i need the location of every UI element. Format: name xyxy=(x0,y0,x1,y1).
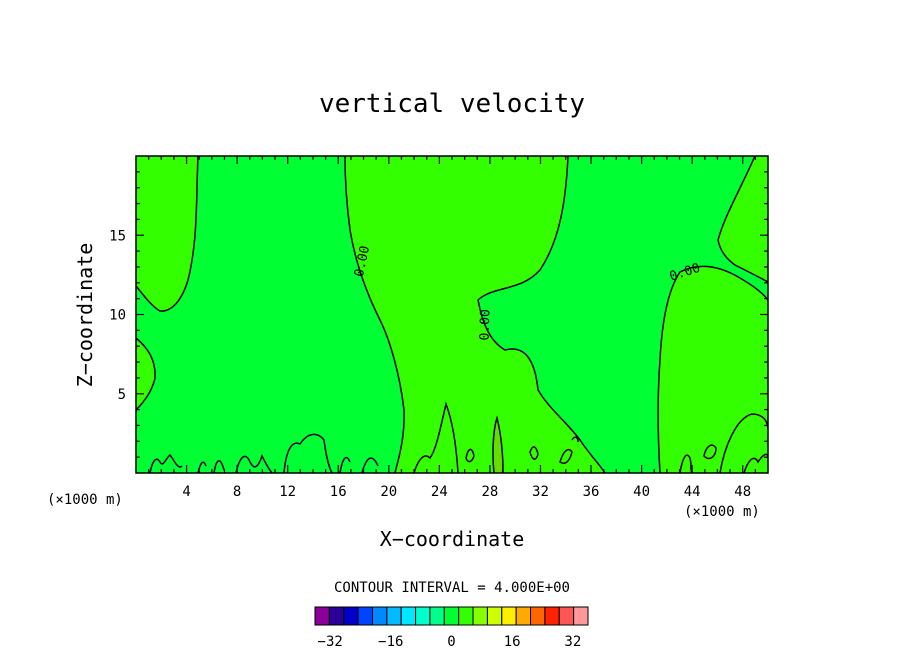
contour-line xyxy=(559,448,573,464)
y-axis-label: Z−coordinate xyxy=(73,243,97,388)
colorbar-swatch xyxy=(544,606,560,626)
contour-line xyxy=(492,415,504,473)
colorbar-tick-label: −16 xyxy=(378,634,403,650)
colorbar-swatch xyxy=(371,606,388,626)
colorbar-swatch xyxy=(573,606,589,626)
contour-line xyxy=(703,444,717,460)
positive-region-right xyxy=(658,266,768,473)
contour-label: 0.00 xyxy=(477,309,493,341)
contour-line xyxy=(465,448,475,463)
x-axis: 4 8 12 16 20 24 28 32 36 40 44 48 xyxy=(148,156,756,500)
colorbar-tick-label: 32 xyxy=(564,634,581,650)
colorbar-swatch xyxy=(472,606,488,626)
colorbar-swatch xyxy=(343,606,359,626)
x-tick-label: 36 xyxy=(583,484,600,500)
contour-line xyxy=(136,156,199,312)
colorbar-swatch xyxy=(386,606,402,626)
contour-line xyxy=(679,454,693,473)
contour-lines xyxy=(136,156,768,473)
x-axis-label: X−coordinate xyxy=(380,527,525,551)
contour-line xyxy=(413,401,459,473)
x-tick-label: 20 xyxy=(380,484,397,500)
contour-line xyxy=(719,413,768,473)
y-tick-label: 5 xyxy=(118,387,126,403)
colorbar-swatch xyxy=(558,606,575,626)
x-tick-label: 44 xyxy=(684,484,701,500)
contour-line xyxy=(657,265,768,473)
x-tick-label: 8 xyxy=(233,484,241,500)
colorbar-swatch xyxy=(328,606,345,626)
colorbar-swatch xyxy=(501,606,517,626)
colorbar xyxy=(314,606,589,626)
contour-line xyxy=(136,337,156,411)
y-tick-label: 15 xyxy=(109,228,126,244)
colorbar-swatch xyxy=(357,606,373,626)
contour-interval-label: CONTOUR INTERVAL = 4.000E+00 xyxy=(334,580,570,596)
contour-line xyxy=(235,454,273,473)
x-tick-label: 16 xyxy=(330,484,347,500)
colorbar-swatch xyxy=(314,606,330,626)
y-tick-label: 10 xyxy=(109,308,126,324)
positive-region-left-top xyxy=(136,156,198,312)
x-unit-left: (×1000 m) xyxy=(47,492,123,508)
colorbar-swatch xyxy=(400,606,417,626)
positive-region-right-top xyxy=(718,156,768,282)
x-tick-label: 28 xyxy=(481,484,498,500)
contour-line xyxy=(571,436,579,443)
colorbar-swatch xyxy=(458,606,474,626)
contour-line xyxy=(717,156,768,283)
chart-title: vertical velocity xyxy=(319,89,585,119)
contour-line xyxy=(477,156,606,473)
x-tick-label: 4 xyxy=(182,484,190,500)
contour-line xyxy=(283,433,333,473)
colorbar-tick-label: −32 xyxy=(318,634,343,650)
colorbar-swatch xyxy=(443,606,460,626)
y-axis: 5 10 15 xyxy=(109,171,768,458)
colorbar-tick-label: 16 xyxy=(504,634,521,650)
contour-line xyxy=(197,460,225,473)
x-tick-label: 24 xyxy=(431,484,448,500)
x-tick-label: 12 xyxy=(279,484,296,500)
colorbar-swatch xyxy=(429,606,445,626)
colorbar-swatch xyxy=(515,606,532,626)
colorbar-swatch xyxy=(486,606,503,626)
contour-line xyxy=(149,453,183,473)
contour-line xyxy=(743,453,768,473)
contour-line xyxy=(529,446,539,460)
colorbar-swatch xyxy=(530,606,546,626)
updraft-core xyxy=(493,418,503,473)
colorbar-tick-labels: −32 −16 0 16 32 xyxy=(318,634,582,650)
colorbar-tick-label: 0 xyxy=(447,634,455,650)
x-unit-right: (×1000 m) xyxy=(684,504,760,520)
x-tick-label: 40 xyxy=(633,484,650,500)
x-tick-label: 32 xyxy=(532,484,549,500)
contour-line xyxy=(344,156,405,473)
contour-label: 0.00 xyxy=(352,244,373,278)
x-tick-label: 48 xyxy=(734,484,751,500)
colorbar-swatch xyxy=(415,606,431,626)
